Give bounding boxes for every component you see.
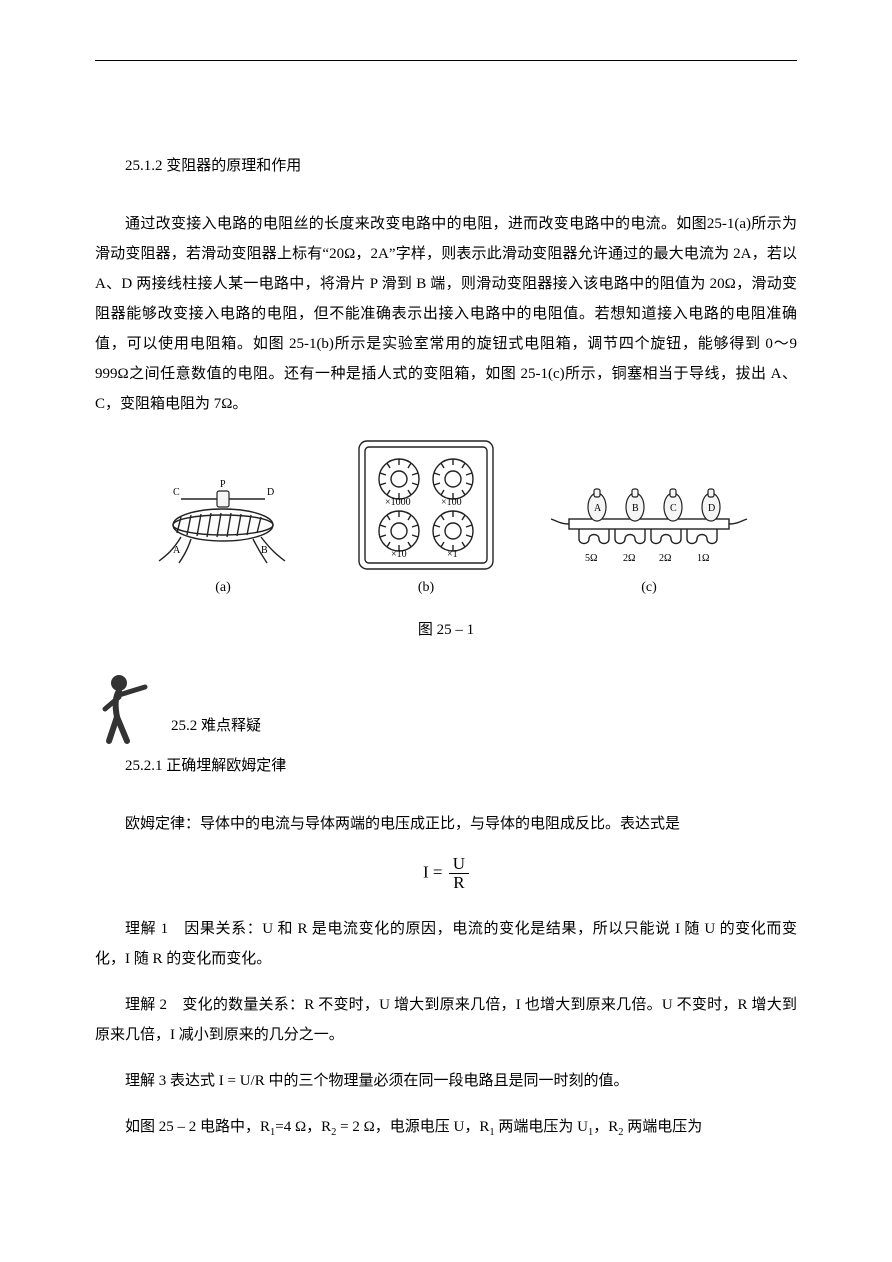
section-25-2-header: 25.2 难点释疑 xyxy=(95,671,797,745)
pointing-person-icon xyxy=(95,671,155,745)
figure-c-label: (c) xyxy=(641,581,657,595)
top-rule xyxy=(95,60,797,61)
ohm-formula: I = U R xyxy=(95,855,797,892)
p6-c: = 2 Ω，电源电压 U，R xyxy=(336,1119,489,1135)
figure-25-1: C P D A B (a) xyxy=(95,435,797,595)
heading-252: 25.2 难点释疑 xyxy=(171,711,261,745)
plug-box-illustration: A B C D 5Ω 2Ω 2Ω 1Ω xyxy=(549,475,749,575)
res-5: 5Ω xyxy=(585,553,597,564)
figure-b-label: (b) xyxy=(418,581,434,595)
dial-100: ×100 xyxy=(441,497,462,508)
heading-2521: 25.2.1 正确埋解欧姆定律 xyxy=(95,751,797,781)
resistance-box-illustration: ×1000 ×100 ×10 ×1 xyxy=(351,435,501,575)
dial-10: ×10 xyxy=(391,549,407,560)
heading-2512: 25.1.2 变阻器的原理和作用 xyxy=(95,151,797,181)
figure-b: ×1000 ×100 ×10 ×1 (b) xyxy=(351,435,501,595)
figure-a-label: (a) xyxy=(215,581,231,595)
res-2b: 2Ω xyxy=(659,553,671,564)
figure-c: A B C D 5Ω 2Ω 2Ω 1Ω (c) xyxy=(549,475,749,595)
res-2a: 2Ω xyxy=(623,553,635,564)
para-understand-3: 理解 3 表达式 I = U/R 中的三个物理量必须在同一段电路且是同一时刻的值… xyxy=(95,1066,797,1096)
para-example: 如图 25 – 2 电路中，R1=4 Ω，R2 = 2 Ω，电源电压 U，R1 … xyxy=(95,1112,797,1143)
res-1: 1Ω xyxy=(697,553,709,564)
plug-D: D xyxy=(708,503,715,514)
dial-1: ×1 xyxy=(447,549,458,560)
label-C: C xyxy=(173,487,180,498)
para-rheostat: 通过改变接入电路的电阻丝的长度来改变电路中的电阻，进而改变电路中的电流。如图25… xyxy=(95,209,797,419)
formula-fraction: U R xyxy=(449,855,469,892)
figure-a: C P D A B (a) xyxy=(143,465,303,595)
plug-B: B xyxy=(632,503,639,514)
plug-C: C xyxy=(670,503,677,514)
formula-lhs: I = xyxy=(423,862,443,881)
dial-1000: ×1000 xyxy=(385,497,411,508)
page: 25.1.2 变阻器的原理和作用 通过改变接入电路的电阻丝的长度来改变电路中的电… xyxy=(0,60,892,1219)
para-understand-1: 理解 1 因果关系：U 和 R 是电流变化的原因，电流的变化是结果，所以只能说 … xyxy=(95,914,797,974)
label-B: B xyxy=(261,545,268,556)
para-ohm-def: 欧姆定律：导体中的电流与导体两端的电压成正比，与导体的电阻成反比。表达式是 xyxy=(95,809,797,839)
p6-b: =4 Ω，R xyxy=(275,1119,331,1135)
formula-num: U xyxy=(449,855,469,874)
figure-25-1-caption: 图 25 – 1 xyxy=(95,615,797,645)
para-understand-2: 理解 2 变化的数量关系：R 不变时，U 增大到原来几倍，I 也增大到原来几倍。… xyxy=(95,990,797,1050)
label-P: P xyxy=(220,479,226,490)
plug-A: A xyxy=(594,503,602,514)
formula-den: R xyxy=(449,874,469,892)
label-A: A xyxy=(173,545,181,556)
p6-f: 两端电压为 xyxy=(623,1119,702,1135)
p6-a: 如图 25 – 2 电路中，R xyxy=(125,1119,270,1135)
rheostat-illustration: C P D A B xyxy=(143,465,303,575)
p6-d: 两端电压为 U xyxy=(495,1119,588,1135)
p6-e: ，R xyxy=(593,1119,618,1135)
label-D: D xyxy=(267,487,274,498)
